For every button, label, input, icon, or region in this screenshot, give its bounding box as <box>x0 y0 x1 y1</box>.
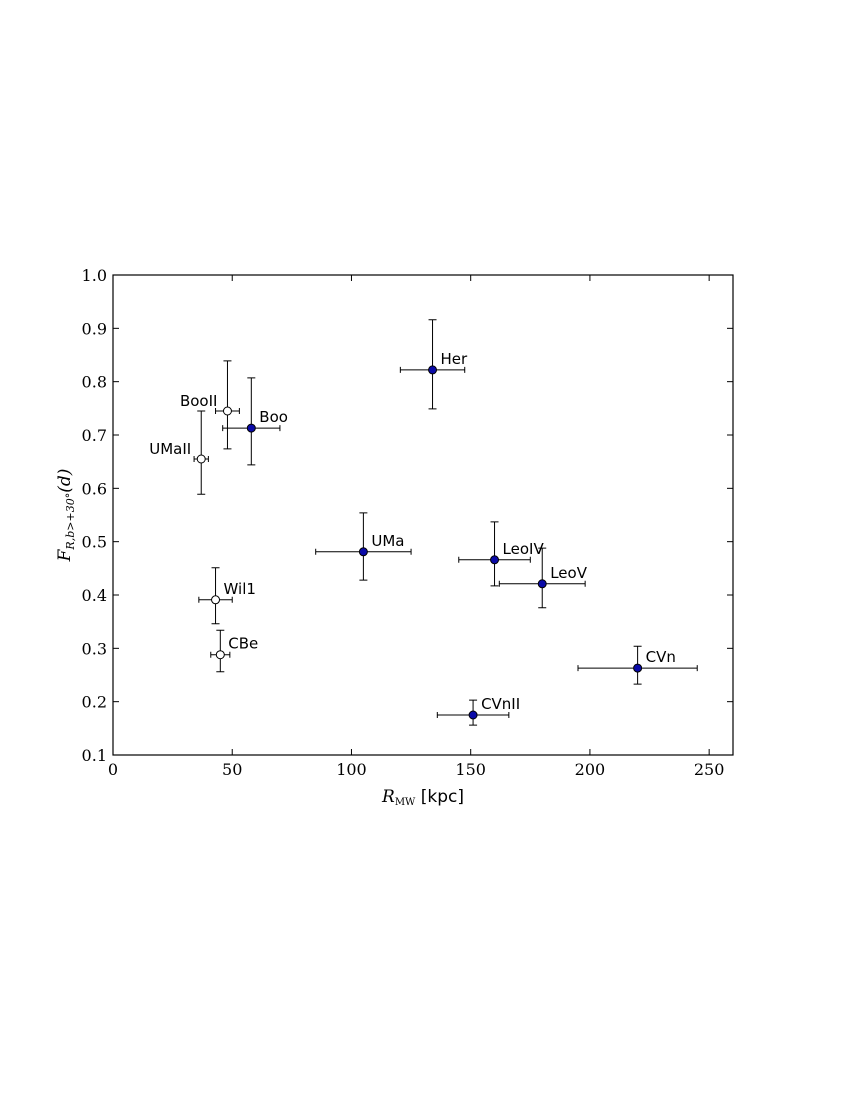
y-error-bar <box>223 360 232 450</box>
point <box>196 454 206 464</box>
point <box>490 555 500 565</box>
y-axis-label: FR,b>+30°(d) <box>55 469 77 563</box>
point-label: BooII <box>180 392 218 410</box>
x-tick-label: 250 <box>694 760 725 779</box>
point-label: CBe <box>228 635 258 653</box>
point-label: UMaII <box>149 440 191 458</box>
y-tick-label: 0.3 <box>82 639 107 658</box>
plot-frame <box>112 274 734 756</box>
y-tick-label: 0.1 <box>82 746 107 765</box>
x-tick-label: 150 <box>455 760 486 779</box>
y-error-bar <box>428 319 437 410</box>
y-tick-label: 0.7 <box>82 426 107 445</box>
x-tick-label: 0 <box>108 760 118 779</box>
y-tick-label: 0.9 <box>82 319 107 338</box>
y-error-bar <box>490 521 499 587</box>
y-error-bar <box>359 512 368 581</box>
point-label: Boo <box>259 408 288 426</box>
x-tick-label: 50 <box>222 760 242 779</box>
y-tick-label: 1.0 <box>82 266 107 285</box>
y-tick-label: 0.2 <box>82 693 107 712</box>
point <box>428 365 438 375</box>
y-error-bar <box>247 377 256 466</box>
point <box>246 423 256 433</box>
point <box>468 710 478 720</box>
y-tick-label: 0.4 <box>82 586 107 605</box>
point-label: LeoV <box>550 564 587 582</box>
point-label: Wil1 <box>224 580 256 598</box>
point <box>358 547 368 557</box>
point <box>211 595 221 605</box>
y-tick-label: 0.8 <box>82 373 107 392</box>
y-tick-label: 0.6 <box>82 479 107 498</box>
y-error-bar <box>538 547 547 609</box>
point <box>633 663 643 673</box>
x-axis-label: RMW [kpc] <box>381 787 464 808</box>
point-label: CVnII <box>481 695 520 713</box>
point-label: UMa <box>371 532 404 550</box>
y-error-bar <box>197 410 206 495</box>
point <box>537 579 547 589</box>
x-tick-label: 100 <box>336 760 367 779</box>
point-label: Her <box>441 350 469 368</box>
x-tick-label: 200 <box>575 760 606 779</box>
point <box>222 406 232 416</box>
point-label: LeoIV <box>503 540 545 558</box>
point <box>215 650 225 660</box>
point-label: CVn <box>646 648 676 666</box>
y-tick-label: 0.5 <box>82 533 107 552</box>
